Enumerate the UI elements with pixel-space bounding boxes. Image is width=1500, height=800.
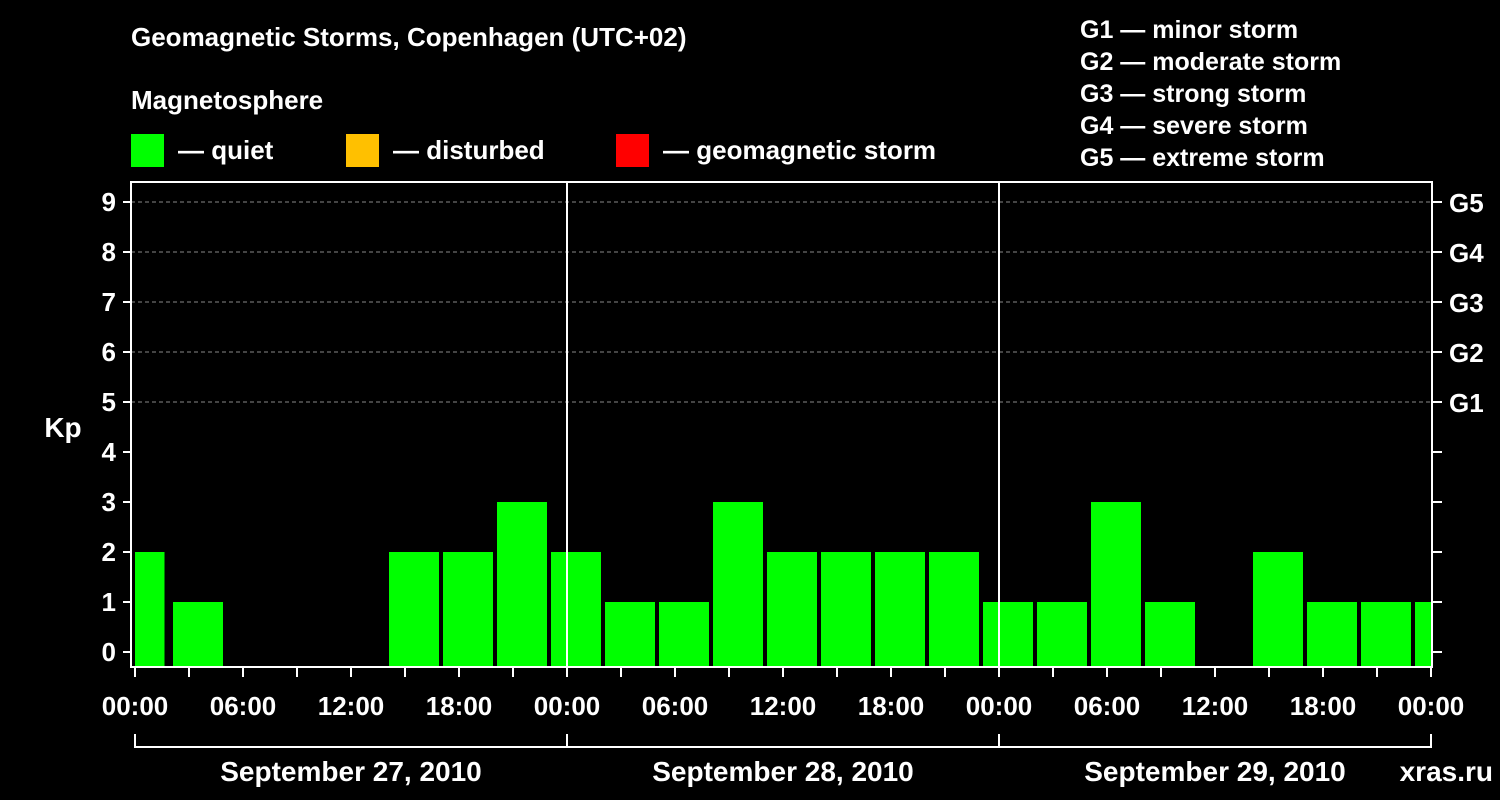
x-tick-label-10: 12:00 (1182, 691, 1249, 721)
storm-level-label-g5: G5 (1449, 188, 1484, 218)
storm-level-label-g1: G1 (1449, 388, 1484, 418)
kp-bar-15 (1091, 502, 1141, 667)
legend-disturbed-swatch (346, 133, 379, 167)
storm-level-label-g4: G4 (1449, 238, 1484, 268)
storm-level-label-g3: G3 (1449, 288, 1484, 318)
x-tick-label-1: 06:00 (210, 691, 277, 721)
x-tick-label-3: 18:00 (426, 691, 493, 721)
legend-quiet: — quiet (131, 133, 273, 167)
kp-bar-5 (551, 552, 601, 667)
kp-bar-19 (1361, 602, 1411, 667)
kp-bar-4 (497, 502, 547, 667)
kp-bar-18 (1307, 602, 1357, 667)
kp-bar-20 (1415, 602, 1431, 667)
date-label-0: September 27, 2010 (220, 756, 482, 787)
kp-bar-11 (875, 552, 925, 667)
date-label-2: September 29, 2010 (1084, 756, 1346, 787)
y-tick-label-4: 4 (102, 437, 117, 467)
kp-bar-7 (659, 602, 709, 667)
kp-bar-10 (821, 552, 871, 667)
storm-level-label-g2: G2 (1449, 338, 1484, 368)
kp-bar-2 (389, 552, 439, 667)
x-tick-label-9: 06:00 (1074, 691, 1141, 721)
legend-disturbed: — disturbed (346, 133, 545, 167)
legend-quiet-swatch (131, 133, 164, 167)
x-tick-label-5: 06:00 (642, 691, 709, 721)
kp-bar-3 (443, 552, 493, 667)
storm-scale-g4: G4 — severe storm (1080, 112, 1308, 140)
watermark: xras.ru (1400, 756, 1493, 787)
legend-disturbed-label: — disturbed (393, 134, 545, 165)
y-axis-label: Kp (44, 412, 81, 443)
storm-scale-g5: G5 — extreme storm (1080, 144, 1325, 172)
chart-title: Geomagnetic Storms, Copenhagen (UTC+02) (131, 22, 687, 52)
storm-scale-g1: G1 — minor storm (1080, 16, 1299, 44)
legend-storm-label: — geomagnetic storm (663, 134, 937, 165)
kp-bar-0 (135, 552, 165, 667)
y-tick-label-2: 2 (102, 537, 116, 567)
kp-bar-1 (173, 602, 223, 667)
x-tick-label-2: 12:00 (318, 691, 385, 721)
legend-quiet-label: — quiet (178, 134, 274, 165)
legend-storm: — geomagnetic storm (616, 133, 936, 167)
legend-storm-swatch (616, 133, 649, 167)
storm-scale-list: G1 — minor storm G2 — moderate storm G3 … (1080, 14, 1341, 174)
x-tick-label-4: 00:00 (534, 691, 601, 721)
storm-scale-g2: G2 — moderate storm (1080, 48, 1342, 76)
kp-bar-6 (605, 602, 655, 667)
x-tick-label-6: 12:00 (750, 691, 817, 721)
kp-bar-14 (1037, 602, 1087, 667)
kp-bar-8 (713, 502, 763, 667)
x-tick-label-8: 00:00 (966, 691, 1033, 721)
plot-frame (130, 181, 1433, 668)
kp-bar-16 (1145, 602, 1195, 667)
kp-bar-9 (767, 552, 817, 667)
kp-bar-13 (983, 602, 1033, 667)
x-tick-label-11: 18:00 (1290, 691, 1357, 721)
x-tick-label-12: 00:00 (1398, 691, 1465, 721)
x-tick-label-0: 00:00 (102, 691, 169, 721)
y-tick-label-9: 9 (102, 187, 116, 217)
date-label-1: September 28, 2010 (652, 756, 914, 787)
y-tick-label-1: 1 (102, 587, 116, 617)
y-tick-label-6: 6 (102, 337, 116, 367)
y-tick-label-7: 7 (102, 287, 116, 317)
y-tick-label-5: 5 (102, 387, 116, 417)
kp-bar-12 (929, 552, 979, 667)
magnetosphere-label: Magnetosphere (131, 85, 324, 115)
kp-bar-17 (1253, 552, 1303, 667)
y-tick-label-8: 8 (102, 237, 116, 267)
y-tick-label-3: 3 (102, 487, 116, 517)
x-tick-label-7: 18:00 (858, 691, 925, 721)
storm-scale-g3: G3 — strong storm (1080, 80, 1307, 108)
y-tick-label-0: 0 (102, 637, 116, 667)
